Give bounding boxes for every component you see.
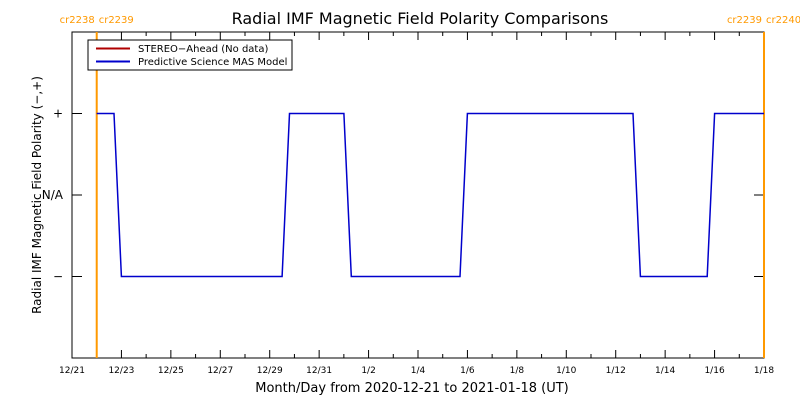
rotation-marker-label-0-a: cr2238 (60, 15, 95, 26)
x-tick-label-7: 1/4 (411, 366, 426, 376)
legend-label-stereo: STEREO−Ahead (No data) (138, 44, 268, 55)
rotation-marker-label-0-b: cr2239 (99, 15, 134, 26)
y-tick-label-1: N/A (42, 188, 64, 202)
x-tick-label-2: 12/25 (158, 366, 184, 376)
x-tick-label-4: 12/29 (257, 366, 283, 376)
x-tick-label-14: 1/18 (754, 366, 774, 376)
x-tick-label-10: 1/10 (556, 366, 576, 376)
rotation-marker-label-1-a: cr2239 (727, 15, 762, 26)
x-tick-label-8: 1/6 (460, 366, 475, 376)
rotation-marker-labels: cr2238 cr2239 cr2239 cr2240 (60, 15, 800, 26)
plot-frame (71, 31, 765, 359)
y-tick-label-0: + (53, 107, 63, 121)
legend: STEREO−Ahead (No data) Predictive Scienc… (87, 39, 293, 71)
x-tick-label-0: 12/21 (59, 366, 85, 376)
x-tick-label-1: 12/23 (108, 366, 134, 376)
y-axis-ticks: + N/A − (42, 107, 764, 284)
x-axis-ticks: 12/21 12/23 12/25 12/27 12/29 12/31 1/2 1/4 1/6 1… (59, 32, 774, 376)
legend-label-model: Predictive Science MAS Model (138, 57, 287, 68)
x-tick-label-9: 1/8 (510, 366, 525, 376)
x-tick-label-13: 1/16 (704, 366, 724, 376)
series-layer (96, 112, 764, 278)
y-tick-label-2: − (53, 270, 63, 284)
legend-box (87, 39, 293, 71)
rotation-marker-label-1-b: cr2240 (766, 15, 800, 26)
chart-title: Radial IMF Magnetic Field Polarity Compa… (232, 9, 609, 28)
y-axis-label: Radial IMF Magnetic Field Polarity (−,+) (30, 76, 44, 314)
series-line-0 (96, 112, 764, 278)
x-axis-label: Month/Day from 2020-12-21 to 2021-01-18 … (255, 381, 568, 396)
x-tick-label-5: 12/31 (306, 366, 332, 376)
x-tick-label-3: 12/27 (207, 366, 233, 376)
x-tick-label-12: 1/14 (655, 366, 675, 376)
x-tick-label-6: 1/2 (361, 366, 375, 376)
x-tick-label-11: 1/12 (606, 366, 626, 376)
rotation-marker-lines (95, 32, 765, 358)
